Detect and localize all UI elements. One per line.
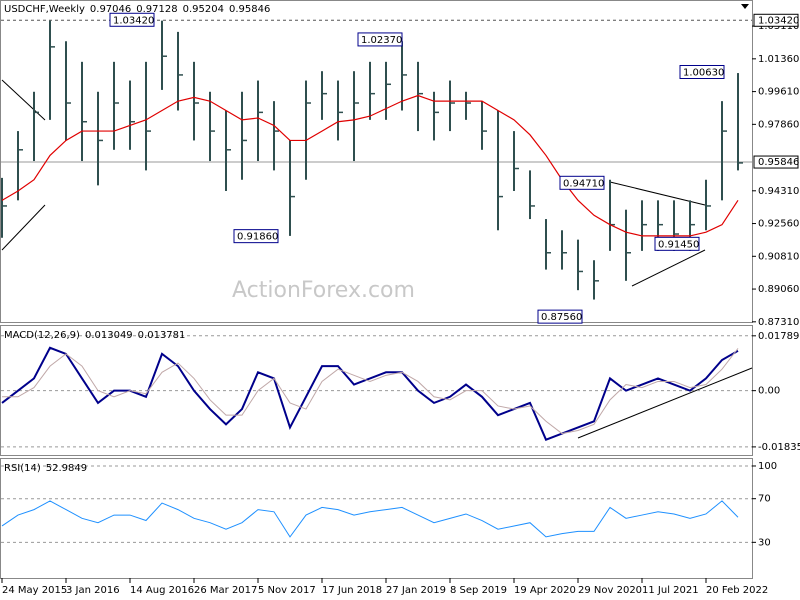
y-tick-label: -0.018354 xyxy=(758,442,800,453)
annotation-label: 1.03420 xyxy=(113,15,154,26)
indicator-line xyxy=(2,348,739,435)
x-tick-label: 8 Sep 2019 xyxy=(450,585,507,596)
x-tick-label: 3 Jan 2016 xyxy=(66,585,120,596)
y-tick-label: 0.00 xyxy=(758,386,780,397)
annotation-label: 0.94710 xyxy=(563,178,604,189)
y-tick-label: 1.01360 xyxy=(758,54,799,65)
trendline xyxy=(631,249,706,287)
x-tick-label: 26 Mar 2017 xyxy=(194,585,257,596)
annotation-label: 1.00630 xyxy=(683,67,724,78)
y-tick-label: 0.89060 xyxy=(758,284,799,295)
header-value: 0.95204 xyxy=(183,4,224,15)
header-title: RSI(14) xyxy=(4,463,41,474)
y-tick-label: 0.99610 xyxy=(758,87,799,98)
header-value: 0.97128 xyxy=(136,4,177,15)
annotation-box xyxy=(654,236,700,251)
level-box xyxy=(753,13,799,27)
rsi-panel xyxy=(0,458,753,579)
y-tick-label: 0.94310 xyxy=(758,186,799,197)
annotation-label: 0.91450 xyxy=(658,239,699,250)
y-tick-label: 0.87310 xyxy=(758,317,799,328)
x-tick-label: 20 Feb 2022 xyxy=(706,585,768,596)
x-tick-label: 29 Nov 2020 xyxy=(578,585,642,596)
header-title: USDCHF,Weekly xyxy=(4,4,85,15)
panel-header: USDCHF,Weekly 0.97046 0.97128 0.95204 0.9584… xyxy=(4,4,270,15)
y-tick-label: 0.90810 xyxy=(758,251,799,262)
x-tick-label: 14 Aug 2016 xyxy=(130,585,194,596)
level-label: 1.03420 xyxy=(758,15,799,26)
y-tick-label: 100 xyxy=(758,461,777,472)
trendline xyxy=(1,204,46,251)
panel-header: RSI(14) 52.9849 xyxy=(4,463,87,474)
annotation-box xyxy=(537,309,583,324)
last-price-box xyxy=(753,155,799,169)
annotation-box xyxy=(559,175,605,190)
annotation-label: 0.91860 xyxy=(237,232,278,243)
trendline xyxy=(577,367,753,439)
x-tick-label: 19 Apr 2020 xyxy=(514,585,576,596)
y-tick-label: 0.92560 xyxy=(758,219,799,230)
header-title: MACD(12,26,9) xyxy=(4,330,80,341)
indicator-line xyxy=(1,346,739,441)
annotation-box xyxy=(109,12,155,27)
x-tick-label: 17 Jun 2018 xyxy=(322,585,382,596)
annotation-label: 1.02370 xyxy=(361,35,402,46)
last-price-label: 0.95846 xyxy=(758,157,799,168)
header-value: 0.95846 xyxy=(229,4,270,15)
annotation-label: 0.87560 xyxy=(541,312,582,323)
y-tick-label: 0.97860 xyxy=(758,119,799,130)
indicator-line xyxy=(1,500,739,538)
x-tick-label: 27 Jan 2019 xyxy=(386,585,446,596)
header-value: 0.97046 xyxy=(90,4,131,15)
header-value: 52.9849 xyxy=(46,463,87,474)
annotation-box xyxy=(233,229,279,244)
header-value: 0.013049 xyxy=(85,330,133,341)
price-panel xyxy=(0,0,753,323)
annotation-box xyxy=(357,32,403,47)
annotation-box xyxy=(679,64,725,79)
x-tick-label: 5 Nov 2017 xyxy=(258,585,316,596)
x-tick-label: 24 May 2015 xyxy=(2,585,67,596)
y-tick-label: 70 xyxy=(758,494,771,505)
watermark: ActionForex.com xyxy=(232,278,415,303)
x-tick-label: 11 Jul 2021 xyxy=(642,585,699,596)
collapse-icon xyxy=(741,4,749,9)
panel-header: MACD(12,26,9) 0.013049 0.013781 xyxy=(4,330,185,341)
trendline xyxy=(1,79,46,121)
header-value: 0.013781 xyxy=(138,330,186,341)
y-tick-label: 30 xyxy=(758,537,771,548)
y-tick-label: 0.017898 xyxy=(758,331,800,342)
moving-average xyxy=(1,94,739,237)
